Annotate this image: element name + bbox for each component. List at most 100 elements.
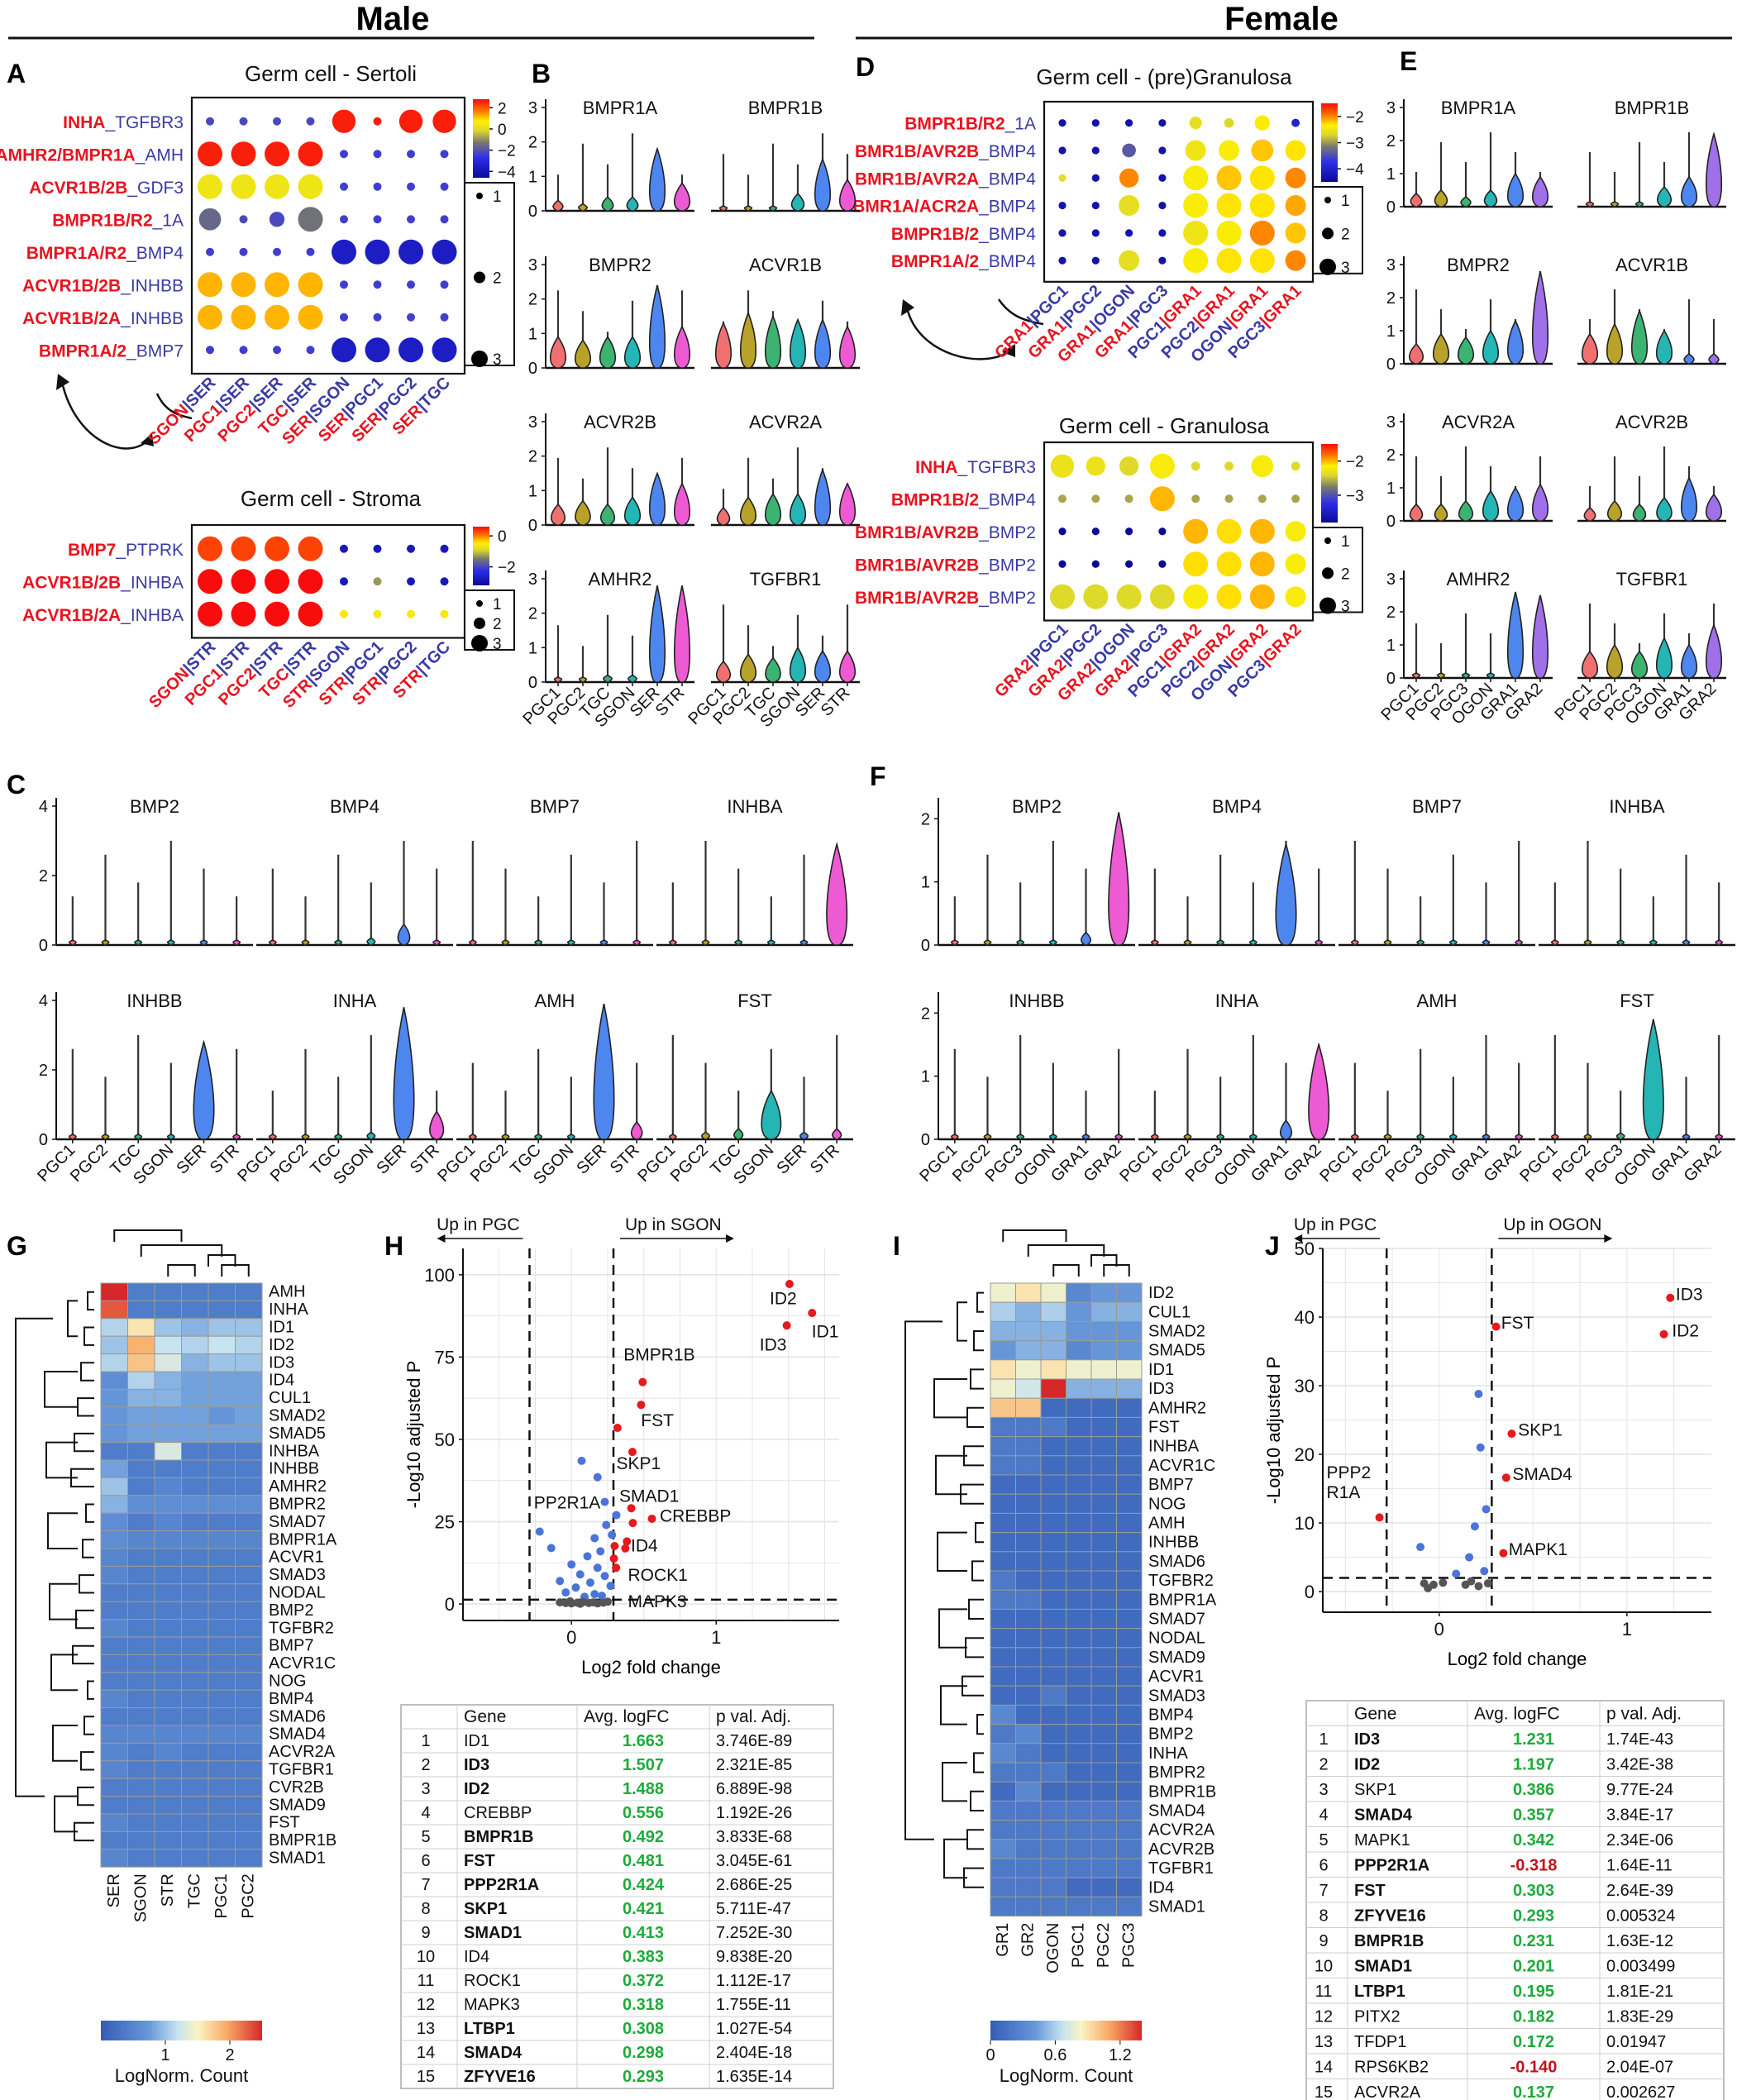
heatmap-cell bbox=[1040, 1628, 1067, 1649]
volcano-point bbox=[609, 1554, 618, 1563]
violin-shape bbox=[1150, 1134, 1159, 1140]
heatmap-cell bbox=[208, 1601, 236, 1620]
table-logfc: 0.172 bbox=[1513, 2033, 1554, 2051]
heatmap-cell bbox=[181, 1742, 209, 1762]
size-legend-label: 3 bbox=[493, 351, 502, 369]
heatmap-cell bbox=[127, 1689, 155, 1709]
violin-gene-title: FST bbox=[737, 990, 772, 1011]
heatmap-cell bbox=[1116, 1378, 1143, 1399]
heatmap-cell bbox=[208, 1830, 236, 1850]
row-receptor: _BMP4 bbox=[978, 252, 1036, 271]
volcano-h: 0 25 50 75 100 0 1 Up in PGC Up in SGON ID2 ID1 ID3… bbox=[403, 1215, 839, 1678]
violin-shape bbox=[1630, 650, 1649, 679]
dendro-branch bbox=[966, 1406, 984, 1428]
heatmap-cell bbox=[208, 1725, 236, 1744]
dendro-branch bbox=[957, 1301, 967, 1342]
dendro-branch bbox=[973, 1330, 984, 1352]
violin-y-tick-label: 0 bbox=[1386, 356, 1396, 374]
dotplot-dot bbox=[1091, 201, 1100, 210]
violin-shape bbox=[838, 179, 857, 212]
dotplot-dot bbox=[407, 182, 415, 191]
dendro-branch bbox=[221, 1264, 250, 1277]
violin-y-tick-label: 2 bbox=[39, 867, 48, 885]
violin-gene-title: ACVR1B bbox=[1615, 255, 1688, 275]
heatmap-cell bbox=[1066, 1608, 1092, 1630]
table-row-number: 8 bbox=[421, 1900, 430, 1918]
dendro-branch bbox=[971, 1560, 984, 1582]
heatmap-cell bbox=[100, 1477, 128, 1496]
heatmap-cell bbox=[100, 1459, 128, 1478]
dotplot-dot bbox=[198, 569, 222, 594]
violin-gene-title: AMH bbox=[535, 990, 575, 1011]
violin-shape bbox=[334, 939, 343, 946]
table-gene: ID3 bbox=[1354, 1730, 1380, 1749]
violin-shape bbox=[673, 182, 691, 212]
violin-shape bbox=[578, 676, 588, 683]
violin-cell-label: SER bbox=[773, 1141, 810, 1178]
dotplot-row-label: ACVR1B/2B_INHBA bbox=[22, 573, 184, 592]
dotplot-dot bbox=[298, 569, 323, 594]
table-row-number: 10 bbox=[417, 1948, 435, 1966]
size-legend-dot bbox=[1324, 537, 1331, 544]
heatmap-cell bbox=[1040, 1666, 1067, 1687]
heatmap-row-label: SMAD9 bbox=[269, 1796, 326, 1814]
violin-shape bbox=[1680, 175, 1698, 208]
heatmap-cell bbox=[990, 1608, 1016, 1630]
heatmap-cell bbox=[1090, 1436, 1117, 1457]
table-logfc: 1.231 bbox=[1513, 1730, 1554, 1749]
heatmap-cell bbox=[100, 1725, 128, 1744]
header-female: Female bbox=[1224, 1, 1339, 37]
table-pval: 1.74E-43 bbox=[1606, 1730, 1673, 1749]
violin-shape bbox=[1410, 192, 1423, 208]
size-legend-dot bbox=[474, 617, 485, 629]
dotplot-dot bbox=[265, 569, 289, 594]
dotplot-row-label: INHA_TGFBR3 bbox=[63, 113, 184, 132]
row-ligand: BMR1B/AVR2B bbox=[855, 589, 979, 608]
violin-shape bbox=[1436, 672, 1446, 679]
table-gene: MAPK1 bbox=[1354, 1831, 1410, 1849]
volcano-x-tick-label: 0 bbox=[1434, 1619, 1444, 1639]
heatmap-cell bbox=[235, 1707, 263, 1726]
dotplot-dot bbox=[206, 117, 214, 126]
heatmap-cell bbox=[1090, 1512, 1117, 1534]
violin-shape bbox=[1683, 353, 1695, 365]
heatmap-cell bbox=[1116, 1397, 1143, 1418]
violin-shape bbox=[501, 1134, 510, 1140]
violin-shape bbox=[1048, 939, 1057, 946]
heatmap-cell bbox=[154, 1371, 182, 1390]
heatmap-cell bbox=[1040, 1532, 1067, 1553]
violin-gene-title: ACVR2B bbox=[584, 412, 656, 432]
table-gene: SKP1 bbox=[1354, 1781, 1396, 1799]
heatmap-cell bbox=[1040, 1282, 1067, 1303]
heatmap-cell bbox=[208, 1742, 236, 1762]
heatmap-cell bbox=[181, 1725, 209, 1744]
heatmap-cell bbox=[154, 1760, 182, 1779]
heatmap-cell bbox=[235, 1689, 263, 1709]
heatmap-cell bbox=[154, 1725, 182, 1744]
violin-gene-title: AMH bbox=[1417, 990, 1458, 1011]
table-gene: RPS6KB2 bbox=[1354, 2059, 1429, 2077]
violin-shape bbox=[1411, 672, 1421, 679]
violin-cell-label: PGC2 bbox=[267, 1141, 312, 1186]
heatmap-cell bbox=[154, 1565, 182, 1585]
dendro-branch bbox=[84, 1716, 94, 1735]
violin-shape bbox=[1114, 1134, 1124, 1140]
heatmap-cell bbox=[235, 1742, 263, 1762]
heatmap-cell bbox=[181, 1495, 209, 1514]
heatmap-cell bbox=[235, 1512, 263, 1532]
violin-shape bbox=[761, 1089, 782, 1140]
dendro-branch bbox=[973, 1752, 984, 1773]
dendro-branch bbox=[49, 1582, 78, 1620]
heatmap-row-label: ACVR2B bbox=[1148, 1840, 1214, 1859]
size-legend-label: 2 bbox=[493, 270, 502, 288]
dotplot-dot bbox=[373, 544, 382, 553]
heatmap-cell bbox=[1040, 1743, 1067, 1764]
row-ligand: BMPR1B/R2 bbox=[52, 211, 152, 230]
dotplot-dot bbox=[1158, 174, 1167, 182]
col-target: |TGC bbox=[413, 637, 454, 678]
heatmap-cell bbox=[1066, 1762, 1092, 1783]
heatmap-col-label: PGC2 bbox=[240, 1873, 258, 1918]
violin-panel: ACVR1B bbox=[711, 255, 860, 370]
dotplot-dot bbox=[239, 346, 248, 355]
